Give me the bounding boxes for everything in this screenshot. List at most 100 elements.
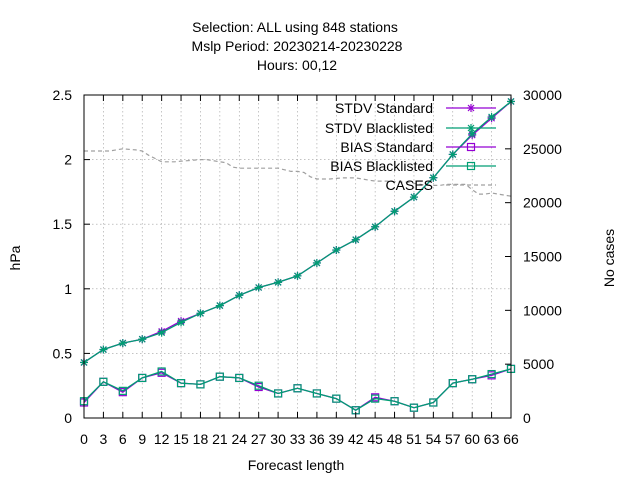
legend-label: CASES [386,177,433,193]
data-point [468,129,477,138]
x-tick-label: 0 [80,431,88,447]
series-bias-standard [79,364,516,415]
x-tick-label: 3 [100,431,108,447]
data-point [371,394,380,403]
data-point [196,380,205,389]
series-line [84,148,512,197]
y-tick-label: 1.5 [53,216,73,232]
legend-label: BIAS Standard [340,139,433,155]
y2-axis-label: No cases [601,229,617,287]
data-point [274,278,283,287]
legend-marker [467,124,475,132]
legend-label: STDV Standard [335,100,433,116]
y2-tick-label: 10000 [523,302,562,318]
x-tick-label: 15 [173,431,189,447]
data-point [409,403,419,412]
y-axis-label: hPa [7,245,23,270]
data-point [273,389,283,398]
x-tick-label: 18 [193,431,209,447]
data-point [332,246,341,255]
x-tick-label: 21 [212,431,228,447]
series-bias-blacklisted [79,364,516,415]
x-tick-label: 33 [290,431,306,447]
x-axis: 0 3 6 9 12 15 18 21 24 27 30 33 36 39 42 45 48 51 54 57 60 63… [80,95,519,447]
y-tick-label: 1 [64,281,72,297]
x-tick-label: 39 [329,431,345,447]
data-point [138,335,147,344]
grid [84,95,511,418]
data-point [215,372,224,381]
data-point [215,301,224,310]
x-tick-label: 24 [231,431,247,447]
y2-tick-label: 5000 [523,356,554,372]
legend-marker [467,104,475,112]
data-point [429,173,438,182]
x-tick-label: 6 [119,431,127,447]
x-axis-label: Forecast length [248,457,345,473]
legend-entry: BIAS Blacklisted [330,158,496,174]
data-point [118,339,127,348]
series-cases [84,148,512,197]
y-tick-label: 0.5 [53,345,73,361]
x-tick-label: 42 [348,431,364,447]
y-tick-label: 0 [64,410,72,426]
data-point [390,207,399,216]
data-point [371,222,380,231]
data-point [429,398,438,407]
legend-marker [466,161,476,171]
x-tick-label: 54 [426,431,442,447]
data-point [312,258,321,267]
data-point [157,328,166,337]
legend: STDV Standard STDV Blacklisted BIAS Standa… [325,100,496,193]
data-point [293,271,302,280]
data-point [235,291,244,300]
data-point [409,193,418,202]
data-point [293,384,302,393]
data-point [177,318,186,327]
title-line-2: Mslp Period: 20230214-20230228 [192,38,403,54]
data-point [487,112,496,121]
data-point [99,377,108,386]
data-point [487,369,496,379]
chart-title: Selection: ALL using 848 stations Mslp P… [192,19,403,73]
y2-tick-label: 25000 [523,141,562,157]
data-point [235,373,244,383]
data-point [138,373,147,383]
x-tick-label: 60 [464,431,480,447]
x-tick-label: 48 [387,431,403,447]
data-point [176,379,186,388]
y2-tick-label: 15000 [523,249,562,265]
data-point [118,386,127,395]
data-point [312,389,322,398]
legend-marker [466,142,476,152]
plot-area [79,97,516,415]
legend-entry: STDV Blacklisted [325,120,496,136]
data-point [351,235,360,244]
x-tick-label: 57 [445,431,461,447]
x-tick-label: 45 [367,431,383,447]
data-point [157,367,166,376]
x-tick-label: 30 [270,431,286,447]
legend-entry: STDV Standard [335,100,496,116]
y2-axis: 0 5000 10000 15000 20000 25000 30000 [505,87,562,426]
legend-entry: CASES [386,177,496,193]
series-line [83,368,512,411]
y2-tick-label: 20000 [523,195,562,211]
data-point [332,394,341,403]
x-tick-label: 51 [406,431,422,447]
x-tick-label: 63 [484,431,500,447]
y-tick-label: 2.5 [53,87,73,103]
legend-label: BIAS Blacklisted [330,158,433,174]
x-tick-label: 12 [154,431,170,447]
data-point [448,379,457,388]
title-line-3: Hours: 00,12 [257,57,337,73]
x-tick-label: 36 [309,431,325,447]
y-axis: 0 0.5 1 1.5 2 2.5 [53,87,90,426]
x-tick-label: 9 [138,431,146,447]
x-tick-label: 27 [251,431,267,447]
y2-tick-label: 30000 [523,87,562,103]
data-point [254,381,263,390]
x-tick-label: 66 [503,431,519,447]
y-tick-label: 2 [64,152,72,168]
